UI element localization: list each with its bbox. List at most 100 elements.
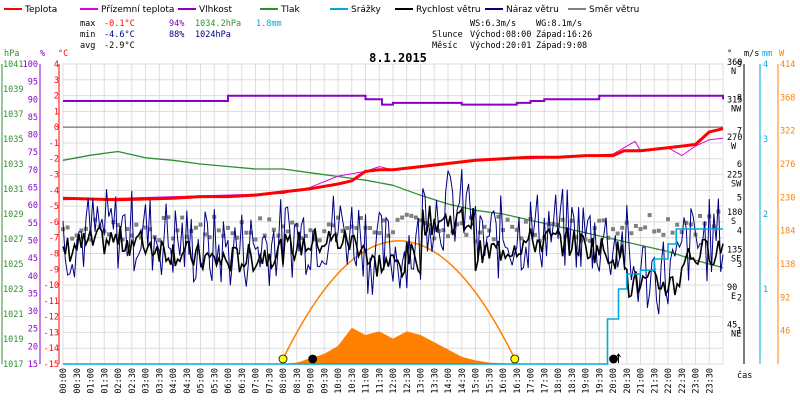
wind-dir-point	[221, 233, 226, 238]
stats-block: max -0.1°C 94% 1034.2hPa 1.8mm min -4.6°…	[80, 19, 592, 51]
tick-temp: -9	[49, 265, 59, 275]
tick-temp: -11	[44, 297, 59, 307]
wind-dir-point	[372, 230, 377, 235]
wind-dir-point	[560, 217, 565, 222]
series-rain	[63, 228, 723, 365]
series-wind-gust	[62, 169, 724, 315]
tick-x: 08:30	[293, 368, 303, 394]
tick-dir: 225	[727, 171, 742, 181]
wind-dir-point	[643, 225, 648, 230]
wind-dir-point	[129, 233, 134, 238]
tick-temp: -3	[49, 171, 59, 181]
wind-dir-point	[248, 230, 253, 235]
wind-dir-point	[143, 225, 148, 230]
svg-text:Srážky: Srážky	[351, 5, 382, 15]
marker-sun-set	[510, 354, 520, 364]
wind-dir-point	[523, 219, 528, 224]
tick-ms: 7	[737, 127, 742, 137]
wind-dir-point	[134, 222, 139, 227]
tick-x: 17:00	[527, 368, 537, 394]
tick-dir-name: NE	[731, 330, 741, 340]
wind-dir-point	[487, 228, 492, 233]
tick-x: 11:30	[375, 368, 385, 394]
tick-x: 22:30	[678, 368, 688, 394]
tick-x: 10:00	[334, 368, 344, 394]
wind-dir-point	[216, 228, 221, 233]
wind-dir-point	[432, 236, 437, 241]
wind-dir-point	[138, 235, 143, 240]
tick-w: 92	[780, 293, 790, 303]
chart-title: 8.1.2015	[369, 51, 427, 65]
tick-x: 00:00	[59, 368, 69, 394]
stat-min-temp: -4.6°C	[104, 30, 135, 40]
tick-temp: -7	[49, 234, 59, 244]
wind-dir-point	[574, 235, 579, 240]
tick-pct: 70	[28, 166, 38, 176]
axis-unit-w: W	[779, 49, 785, 59]
wind-dir-point	[313, 237, 318, 242]
tick-temp: 2	[54, 92, 59, 102]
tick-x: 23:30	[705, 368, 715, 394]
stat-sun-set: Západ:16:26	[536, 30, 592, 40]
wind-dir-point	[514, 227, 519, 232]
svg-text:Teplota: Teplota	[24, 5, 57, 15]
stat-ws: WS:6.3m/s	[470, 19, 516, 29]
tick-temp: -15	[44, 360, 59, 370]
marker-moon-set	[308, 354, 318, 364]
stat-moon-label: Měsíc	[432, 41, 458, 51]
tick-dir: 270	[727, 133, 742, 143]
svg-text:Rychlost větru: Rychlost větru	[416, 5, 481, 15]
wind-dir-point	[670, 230, 675, 235]
wind-dir-point	[391, 230, 395, 235]
tick-hpa: 1041	[3, 60, 23, 70]
wind-dir-point	[519, 236, 524, 241]
tick-ms: 6	[737, 160, 742, 170]
wind-dir-point	[111, 219, 116, 224]
stat-moon-set: Západ:9:08	[536, 41, 587, 51]
wind-dir-point	[258, 216, 263, 221]
wind-dir-point	[116, 223, 120, 228]
tick-temp: -1	[49, 139, 59, 149]
wind-dir-point	[180, 215, 185, 220]
wind-dir-point	[148, 227, 153, 232]
wind-dir-point	[125, 227, 130, 232]
wind-dir-point	[455, 222, 460, 227]
tick-pct: 65	[28, 184, 38, 194]
tick-ms: 1	[737, 327, 742, 337]
legend-item-rychlost-vetru: Rychlost větru	[395, 5, 481, 15]
wind-dir-point	[404, 212, 409, 217]
wind-dir-point	[711, 224, 716, 229]
wind-dir-point	[271, 227, 276, 232]
tick-w: 230	[780, 193, 795, 203]
series-pressure	[62, 150, 724, 269]
tick-hpa: 1033	[3, 160, 23, 170]
tick-dir: 360	[727, 58, 742, 68]
tick-temp: 4	[54, 60, 59, 70]
wind-dir-point	[656, 228, 661, 233]
wind-dir-point	[666, 217, 670, 222]
tick-dir: 135	[727, 246, 742, 256]
stat-max-press: 1034.2hPa	[195, 19, 241, 29]
wind-dir-point	[464, 232, 469, 237]
tick-hpa: 1023	[3, 285, 23, 295]
wind-dir-point	[175, 228, 180, 233]
tick-ms: 5	[737, 193, 742, 203]
wind-dir-point	[679, 230, 684, 235]
wind-dir-point	[230, 231, 235, 236]
wind-dir-point	[688, 222, 693, 227]
wind-dir-point	[106, 232, 111, 237]
wind-dir-point	[395, 217, 400, 222]
axis-unit-pct: %	[40, 49, 45, 59]
wind-dir-point	[386, 233, 391, 238]
stat-max-hum: 94%	[169, 19, 184, 29]
tick-x: 03:00	[142, 368, 152, 394]
tick-dir-name: NW	[731, 105, 742, 115]
tick-x: 19:30	[595, 368, 605, 394]
tick-hpa: 1029	[3, 210, 23, 220]
stat-sun-rise: Východ:08:00	[470, 30, 531, 40]
stat-rain: 1.8mm	[256, 19, 282, 29]
tick-pct: 30	[28, 307, 38, 317]
wind-dir-point	[193, 225, 198, 230]
